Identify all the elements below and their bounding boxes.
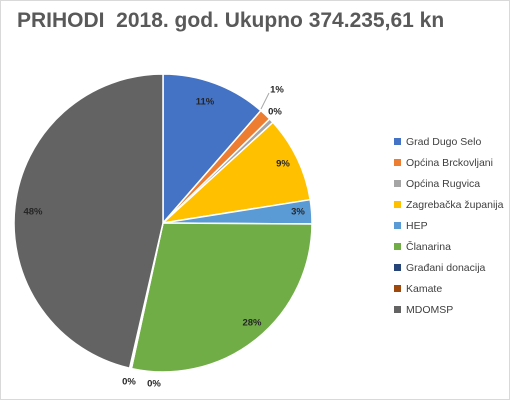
legend-swatch xyxy=(394,243,401,250)
legend-swatch xyxy=(394,264,401,271)
data-label-9: 48% xyxy=(23,207,43,218)
legend-label: HEP xyxy=(406,219,428,232)
legend-swatch xyxy=(394,201,401,208)
pie-slice-9 xyxy=(13,73,164,369)
legend-item-7: Građani donacija xyxy=(394,257,506,278)
legend-label: Zagrebačka županija xyxy=(406,198,504,211)
legend-label: MDOMSP xyxy=(406,303,454,316)
legend-item-3: Općina Rugvica xyxy=(394,173,506,194)
legend-swatch xyxy=(394,180,401,187)
legend: Grad Dugo Selo Općina Brckovljani Općina R… xyxy=(394,131,506,320)
legend-label: Grad Dugo Selo xyxy=(406,135,482,148)
legend-item-8: Kamate xyxy=(394,278,506,299)
leader-line-2 xyxy=(260,92,270,110)
pie-slice-4 xyxy=(162,121,311,224)
data-label-5: 3% xyxy=(291,207,305,218)
pie-slice-1 xyxy=(162,73,262,224)
legend-item-1: Grad Dugo Selo xyxy=(394,131,506,152)
legend-swatch xyxy=(394,306,401,313)
legend-swatch xyxy=(394,222,401,229)
legend-item-2: Općina Brckovljani xyxy=(394,152,506,173)
legend-label: Općina Rugvica xyxy=(406,177,481,190)
data-label-1: 11% xyxy=(196,97,215,108)
legend-label: Općina Brckovljani xyxy=(406,156,493,169)
legend-label: Kamate xyxy=(406,282,443,295)
data-label-6: 28% xyxy=(242,318,262,329)
legend-label: Članarina xyxy=(406,240,451,253)
pie-slice-6 xyxy=(130,222,313,373)
legend-item-5: HEP xyxy=(394,215,506,236)
legend-swatch xyxy=(394,138,401,145)
legend-item-6: Članarina xyxy=(394,236,506,257)
data-label-8: 0% xyxy=(122,377,136,388)
data-label-7: 0% xyxy=(147,379,161,390)
data-label-2: 1% xyxy=(270,85,284,96)
legend-item-9: MDOMSP xyxy=(394,299,506,320)
legend-label: Građani donacija xyxy=(406,261,486,274)
data-label-4: 9% xyxy=(276,159,290,170)
chart-title: PRIHODI 2018. god. Ukupno 374.235,61 kn xyxy=(17,9,445,32)
legend-swatch xyxy=(394,159,401,166)
legend-item-4: Zagrebačka županija xyxy=(394,194,506,215)
legend-swatch xyxy=(394,285,401,292)
data-label-3: 0% xyxy=(268,107,282,118)
